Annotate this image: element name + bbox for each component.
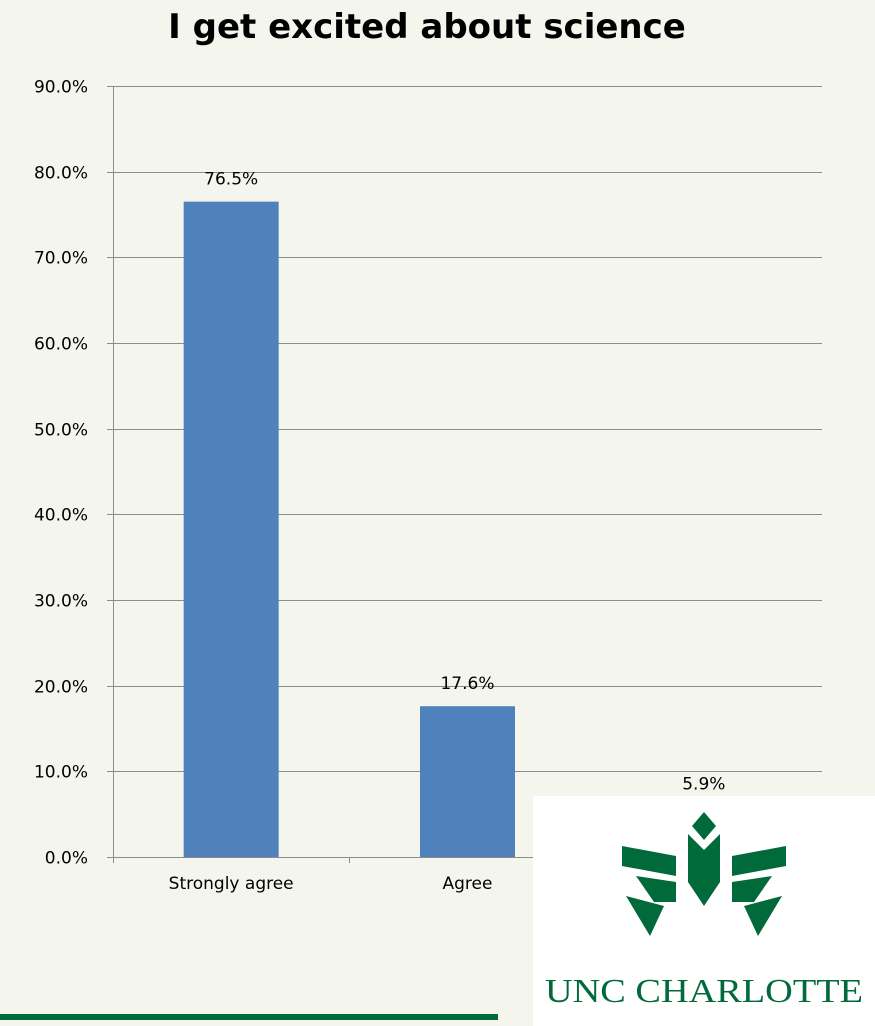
y-tick-label: 20.0% bbox=[34, 678, 88, 698]
y-tick-label: 50.0% bbox=[34, 421, 88, 441]
y-tick-label: 60.0% bbox=[34, 335, 88, 355]
y-tick-label: 70.0% bbox=[34, 249, 88, 269]
y-tick-label: 80.0% bbox=[34, 164, 88, 184]
bar bbox=[420, 706, 515, 857]
bars bbox=[183, 201, 752, 857]
y-tick-label: 40.0% bbox=[34, 506, 88, 526]
data-labels: 76.5% 17.6% 5.9% bbox=[204, 170, 725, 795]
y-tick-label: 30.0% bbox=[34, 592, 88, 612]
data-label: 76.5% bbox=[204, 170, 258, 190]
bar bbox=[183, 201, 279, 857]
y-tick-labels: 0.0% 10.0% 20.0% 30.0% 40.0% 50.0% 60.0% 70.0% 8… bbox=[34, 78, 88, 869]
logo-emblem-icon bbox=[622, 812, 786, 936]
data-label: 17.6% bbox=[440, 674, 494, 694]
y-tick-label: 90.0% bbox=[34, 78, 88, 98]
data-label: 5.9% bbox=[682, 774, 725, 794]
y-tick-label: 10.0% bbox=[34, 763, 88, 783]
logo-wordmark: UNC CHARLOTTE bbox=[545, 973, 863, 1010]
category-label: Agree bbox=[443, 874, 493, 894]
chart-title: I get excited about science bbox=[168, 7, 686, 47]
category-label: Strongly agree bbox=[169, 874, 294, 894]
y-tick-label: 0.0% bbox=[45, 849, 88, 869]
unc-charlotte-logo: UNC CHARLOTTE bbox=[533, 796, 875, 1026]
footer-rule bbox=[0, 1014, 498, 1020]
